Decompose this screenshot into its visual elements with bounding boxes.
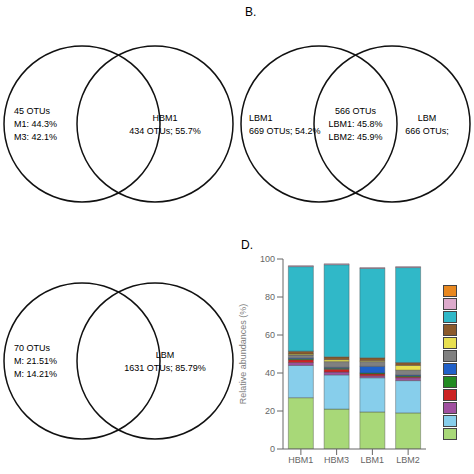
- svg-text:B.: B.: [245, 5, 256, 19]
- svg-text:LBM: LBM: [156, 350, 175, 360]
- svg-text:LBM2: LBM2: [396, 455, 420, 465]
- svg-text:LBM: LBM: [418, 113, 437, 123]
- svg-text:LBM1: LBM1: [249, 113, 273, 123]
- html-text:D.: D.: [241, 238, 253, 252]
- svg-text:666 OTUs;: 666 OTUs;: [405, 126, 449, 136]
- svg-text:Relative abundances (%): Relative abundances (%): [238, 304, 248, 405]
- svg-text:80: 80: [265, 292, 275, 302]
- svg-text:669 OTUs; 54.2%: 669 OTUs; 54.2%: [249, 126, 321, 136]
- svg-text:100: 100: [260, 254, 275, 264]
- svg-text:40: 40: [265, 368, 275, 378]
- svg-text:HBM1: HBM1: [288, 455, 313, 465]
- svg-text:M3: 42.1%: M3: 42.1%: [14, 132, 57, 142]
- svg-text:LBM1: 45.8%: LBM1: 45.8%: [328, 119, 382, 129]
- svg-text:HBM1: HBM1: [152, 113, 177, 123]
- svg-text:0: 0: [270, 444, 275, 454]
- svg-text:566 OTUs: 566 OTUs: [335, 106, 377, 116]
- svg-text:M: 14.21%: M: 14.21%: [14, 369, 57, 379]
- svg-text:LBM2: 45.9%: LBM2: 45.9%: [328, 132, 382, 142]
- svg-text:HBM3: HBM3: [324, 455, 349, 465]
- svg-text:70 OTUs: 70 OTUs: [14, 343, 51, 353]
- svg-text:M: 21.51%: M: 21.51%: [14, 356, 57, 366]
- svg-text:20: 20: [265, 406, 275, 416]
- svg-text:1631 OTUs; 85.79%: 1631 OTUs; 85.79%: [124, 363, 206, 373]
- svg-text:60: 60: [265, 330, 275, 340]
- svg-text:LBM1: LBM1: [361, 455, 385, 465]
- svg-text:434 OTUs; 55.7%: 434 OTUs; 55.7%: [129, 126, 201, 136]
- svg-text:M1: 44.3%: M1: 44.3%: [14, 119, 57, 129]
- svg-text:45 OTUs: 45 OTUs: [14, 106, 51, 116]
